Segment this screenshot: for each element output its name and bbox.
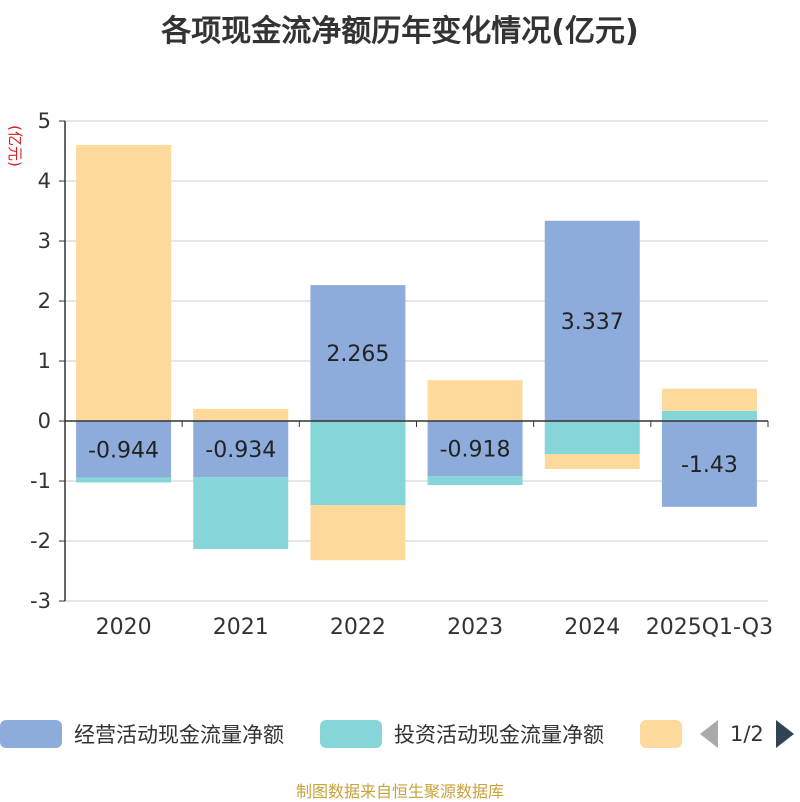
y-tick-label-0: -3 xyxy=(30,589,51,613)
grid-layer xyxy=(65,120,768,602)
legend-swatch-investing xyxy=(320,720,382,748)
y-axis-label: (亿元) xyxy=(6,125,24,167)
bar-s0-2025Q1-Q3 xyxy=(661,421,757,507)
data-label-2024: 3.337 xyxy=(561,310,624,335)
x-tick-label-1: 2021 xyxy=(213,615,269,640)
data-label-2025Q1-Q3: -1.43 xyxy=(681,453,738,478)
bar-s2-2023 xyxy=(427,380,523,421)
bar-s0-2021 xyxy=(193,421,289,478)
bar-s1-2023 xyxy=(427,476,523,486)
legend-item-third[interactable] xyxy=(640,716,682,752)
bar-s2-2021 xyxy=(193,409,289,421)
pager-text: 1/2 xyxy=(730,722,764,746)
legend-swatch-third xyxy=(640,720,682,748)
x-tick-label-5: 2025Q1-Q3 xyxy=(646,615,773,640)
bar-s0-2024 xyxy=(544,220,640,421)
pager-prev-icon[interactable] xyxy=(700,720,718,748)
legend-label-investing: 投资活动现金流量净额 xyxy=(394,723,604,747)
bar-s1-2025Q1-Q3 xyxy=(661,410,757,421)
bar-s2-2020 xyxy=(76,145,172,421)
bar-s2-2022 xyxy=(310,505,406,561)
y-tick-label-5: 2 xyxy=(38,289,51,313)
bar-s0-2022 xyxy=(310,285,406,421)
bar-layer xyxy=(76,145,757,561)
bar-s1-2022 xyxy=(310,421,406,505)
bar-s0-2023 xyxy=(427,421,523,477)
y-tick-label-7: 4 xyxy=(38,169,51,193)
legend-item-operating[interactable]: 经营活动现金流量净额 xyxy=(0,716,284,752)
axis-layer: -3 -2 -1 0 1 2 3 4 5 2020 2021 2022 2023 2024 2025Q1-Q… xyxy=(6,109,773,640)
legend-swatch-operating xyxy=(0,720,62,748)
legend-label-operating: 经营活动现金流量净额 xyxy=(74,723,284,747)
x-tick-label-0: 2020 xyxy=(96,615,152,640)
y-tick-label-2: -1 xyxy=(30,469,51,493)
legend: 经营活动现金流量净额 投资活动现金流量净额 xyxy=(0,716,800,752)
bar-s0-2020 xyxy=(76,421,172,478)
y-tick-label-6: 3 xyxy=(38,229,51,253)
bar-s2-2024 xyxy=(544,454,640,469)
data-label-2021: -0.934 xyxy=(205,438,276,463)
y-tick-label-4: 1 xyxy=(38,349,51,373)
chart-title: 各项现金流净额历年变化情况(亿元) xyxy=(161,14,639,49)
pager-next-icon[interactable] xyxy=(775,720,794,748)
label-layer: -0.944 -0.934 2.265 -0.918 3.337 -1.43 xyxy=(88,310,738,478)
x-tick-label-2: 2022 xyxy=(330,615,386,640)
x-tick-label-3: 2023 xyxy=(447,615,503,640)
bar-s1-2024 xyxy=(544,421,640,454)
y-tick-label-1: -2 xyxy=(30,529,51,553)
legend-item-investing[interactable]: 投资活动现金流量净额 xyxy=(320,716,604,752)
bar-s2-2025Q1-Q3 xyxy=(661,388,757,411)
data-label-2020: -0.944 xyxy=(88,438,159,463)
source-note: 制图数据来自恒生聚源数据库 xyxy=(295,782,504,801)
y-tick-label-8: 5 xyxy=(38,109,51,133)
data-label-2023: -0.918 xyxy=(440,438,511,463)
y-tick-label-3: 0 xyxy=(38,409,51,433)
data-label-2022: 2.265 xyxy=(326,342,389,367)
x-tick-label-4: 2024 xyxy=(564,615,620,640)
bar-s1-2020 xyxy=(76,477,172,483)
bar-s1-2021 xyxy=(193,477,289,550)
legend-pager: 1/2 xyxy=(700,716,794,752)
